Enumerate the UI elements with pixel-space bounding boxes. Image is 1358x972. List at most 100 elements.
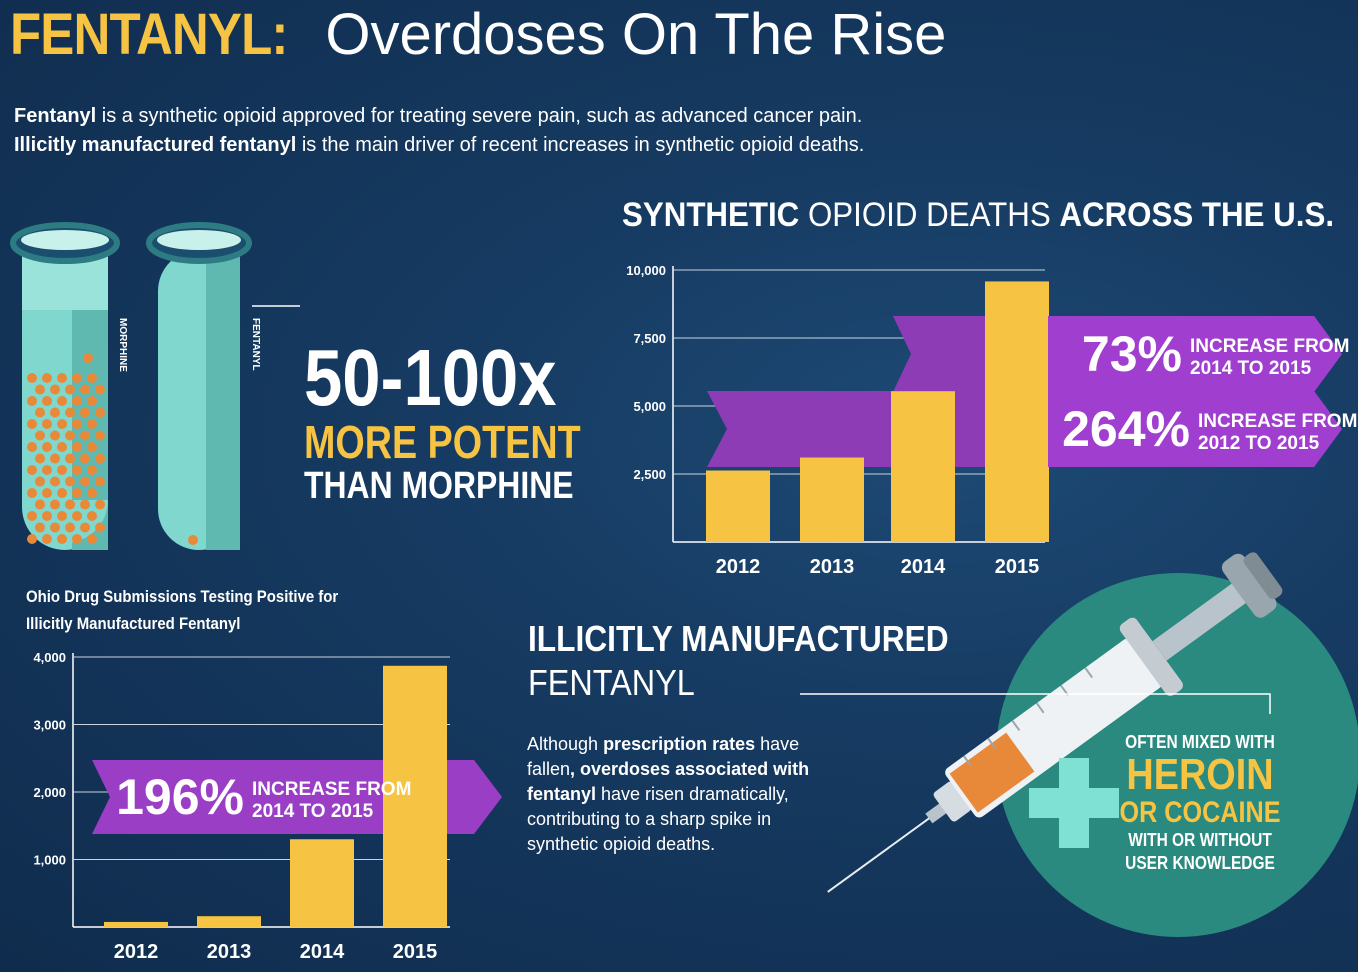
title-rest: Overdoses On The Rise [325,2,947,67]
x-tick-label: 2014 [901,556,946,578]
annotation-banner-front [1048,391,1342,467]
morphine-particle [65,499,75,510]
annotation-text1: INCREASE FROM [1190,336,1349,357]
morphine-particle [95,522,105,533]
morphine-particle [42,465,52,475]
morphine-label: MORPHINE [117,318,128,372]
mixed-line3: OR COCAINE [1119,796,1281,829]
para-part1: Although [527,734,604,754]
annotation-banner-front [1048,316,1342,392]
morphine-particle [27,396,37,406]
morphine-particle [35,476,45,487]
morphine-particle [72,419,82,429]
y-tick-label: 5,000 [633,399,666,414]
morphine-particle [42,442,52,452]
morphine-particle [72,442,82,452]
morphine-particle [87,511,97,521]
ohio-chart-title: Ohio Drug Submissions Testing Positive f… [26,583,338,637]
morphine-particle [57,534,67,544]
morphine-particle [42,373,52,383]
potency-multiplier: 50-100x [304,333,557,422]
mixed-line1: OFTEN MIXED WITH [1125,732,1275,752]
intro-text: Fentanyl is a synthetic opioid approved … [14,102,864,160]
morphine-particle [65,430,75,441]
x-tick-label: 2012 [114,941,159,963]
potency-line3: THAN MORPHINE [304,465,574,507]
bar [891,391,955,542]
morphine-particle [27,534,37,544]
morphine-particle [87,465,97,475]
morphine-particle [72,511,82,521]
y-tick-label: 3,000 [33,718,66,733]
morphine-particle [42,488,52,498]
morphine-particle [80,384,90,395]
morphine-particles [27,353,105,544]
morphine-particle [65,522,75,533]
illicit-subheading: FENTANYL [528,662,695,703]
morphine-particle [35,499,45,510]
morphine-particle [42,419,52,429]
morphine-particle [50,453,60,464]
para-part3: have fallen [527,734,800,779]
ohio-title-line2: Illicitly Manufactured Fentanyl [26,614,241,633]
morphine-particle [95,407,105,418]
syringe-illustration [800,552,1358,937]
morphine-particle [72,396,82,406]
morphine-particle [57,396,67,406]
morphine-particle [65,384,75,395]
x-tick-label: 2015 [393,941,438,963]
morphine-particle [72,534,82,544]
morphine-particle [35,430,45,441]
fentanyl-label: FENTANYL [250,318,261,371]
morphine-particle [35,407,45,418]
annotation-text1: INCREASE FROM [1198,411,1357,432]
morphine-particle [87,488,97,498]
morphine-particle [80,453,90,464]
morphine-particle [50,522,60,533]
intro-line2-bold: Illicitly manufactured fentanyl [14,134,297,156]
annotation-text2: 2012 TO 2015 [1198,433,1320,454]
morphine-particle [65,407,75,418]
annotation-text2: 2014 TO 2015 [1190,358,1312,379]
morphine-particle [50,476,60,487]
morphine-particle [72,488,82,498]
x-tick-label: 2015 [995,556,1040,578]
potency-line2: MORE POTENT [304,416,581,468]
morphine-particle [57,373,67,383]
annotation-text2: 2014 TO 2015 [252,801,374,822]
morphine-particle [80,430,90,441]
morphine-particle [87,419,97,429]
synthetic-title-part1: SYNTHETIC [622,196,800,234]
morphine-particle [27,511,37,521]
morphine-particle [65,476,75,487]
synthetic-title-part2: OPIOID DEATHS [807,196,1051,234]
bar [985,281,1049,542]
morphine-particle [35,453,45,464]
illicit-connector-line [800,693,1271,714]
y-tick-label: 2,000 [33,785,66,800]
syringe-icon [827,552,1283,893]
morphine-particle [72,373,82,383]
morphine-particle [95,476,105,487]
para-part5: have risen dramatically, contributing to… [527,784,789,854]
y-tick-label: 4,000 [33,650,66,665]
intro-line1-rest: is a synthetic opioid approved for treat… [96,105,863,127]
morphine-particle [42,396,52,406]
morphine-particle [57,442,67,452]
illicit-paragraph: Although prescription rates have fallen,… [527,732,847,857]
morphine-particle [50,499,60,510]
morphine-particle [27,465,37,475]
morphine-particle [95,430,105,441]
morphine-particle [42,534,52,544]
morphine-particle [65,453,75,464]
y-tick-label: 10,000 [626,263,666,278]
mixed-line2: HEROIN [1126,750,1274,799]
annotation-text1: INCREASE FROM [252,779,411,800]
bar [104,921,168,927]
morphine-particle [80,407,90,418]
morphine-particle [42,511,52,521]
plus-icon [1029,758,1119,848]
morphine-particle [57,488,67,498]
title-bold: FENTANYL: [10,2,288,67]
ohio-title-line1: Ohio Drug Submissions Testing Positive f… [26,587,339,606]
